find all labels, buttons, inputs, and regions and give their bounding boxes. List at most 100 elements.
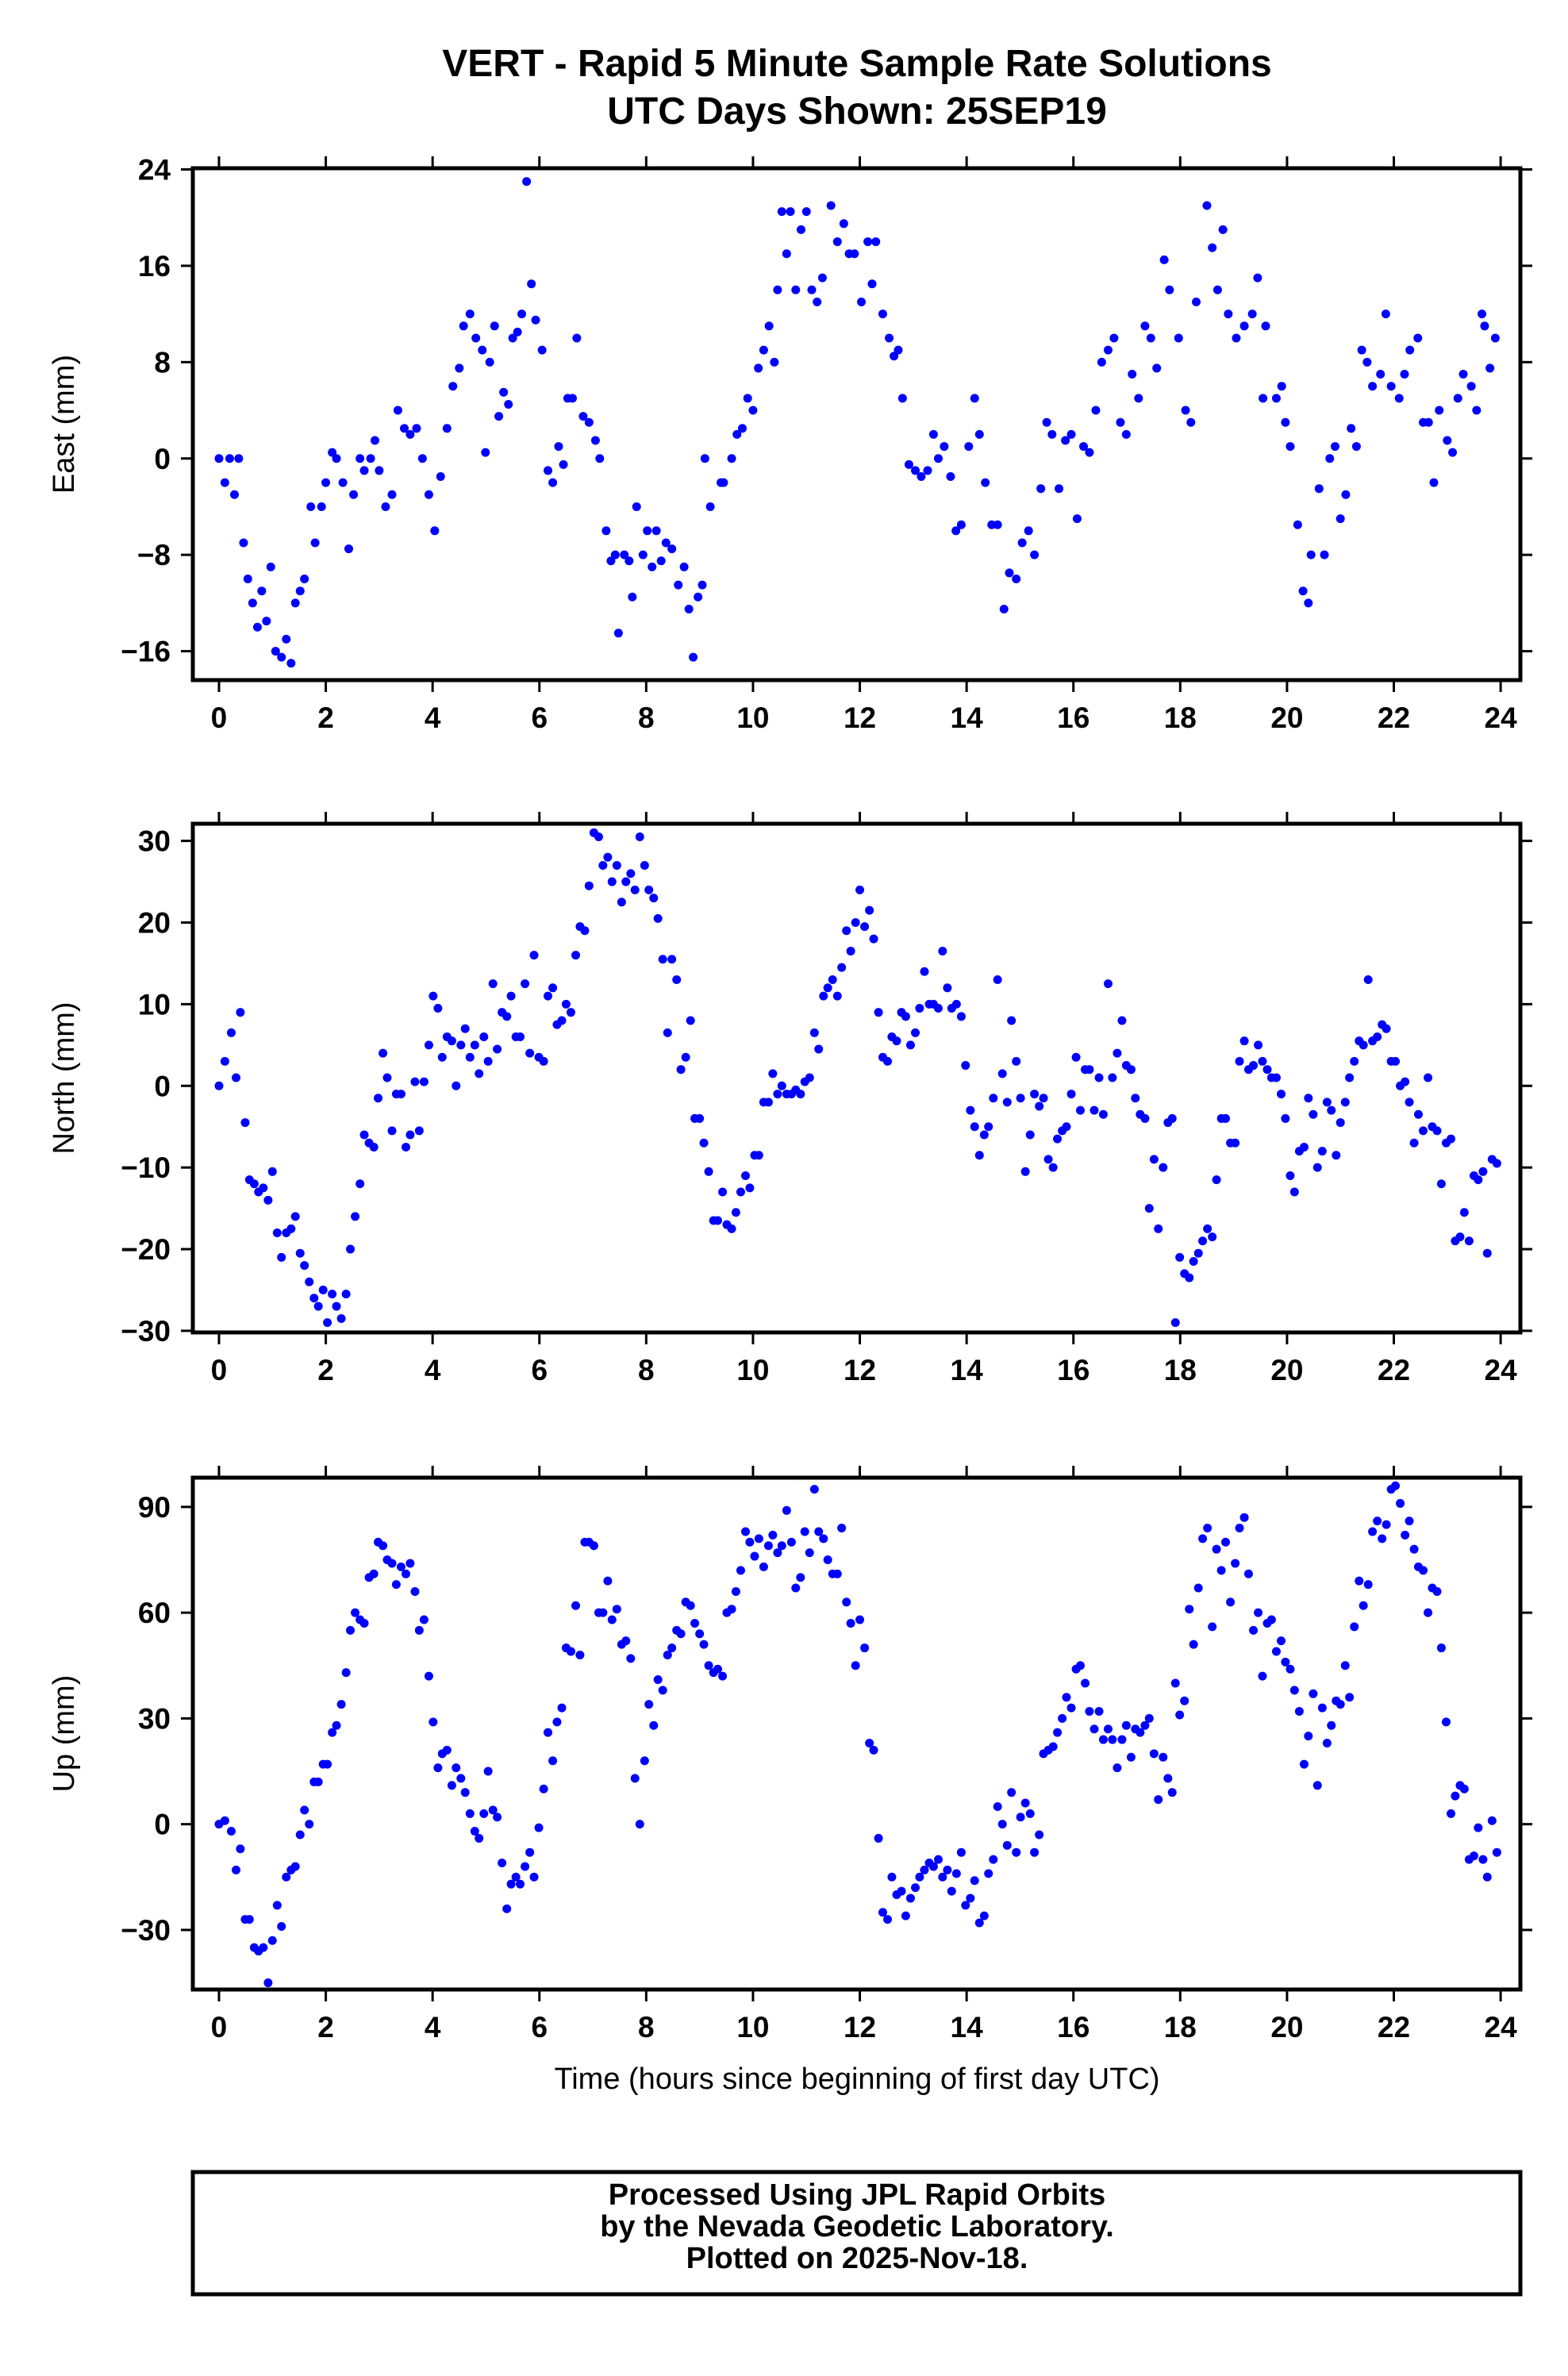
data-point: [1239, 1036, 1249, 1046]
data-point: [640, 1756, 649, 1766]
y-tick-label: −16: [121, 636, 171, 668]
data-point: [915, 1004, 924, 1013]
data-point: [727, 1605, 736, 1614]
data-point: [236, 1844, 245, 1854]
data-point: [1293, 520, 1302, 529]
data-point: [1185, 1273, 1194, 1282]
data-point: [226, 1827, 236, 1836]
y-tick-label: 30: [138, 1702, 171, 1735]
data-point: [410, 1077, 420, 1086]
data-point: [236, 1008, 245, 1017]
data-point: [424, 490, 433, 499]
data-point: [607, 1615, 617, 1624]
data-point: [419, 1615, 429, 1624]
data-point: [220, 1056, 229, 1066]
x-tick-label: 14: [951, 702, 984, 734]
data-point: [290, 1862, 300, 1871]
data-point: [1149, 1749, 1159, 1759]
data-point: [635, 832, 644, 841]
y-tick-label: 0: [154, 1809, 171, 1841]
data-point: [855, 1615, 865, 1624]
data-point: [832, 237, 842, 247]
data-point: [658, 955, 667, 964]
data-point: [741, 1527, 751, 1536]
y-axis-label: East (mm): [48, 355, 81, 494]
data-point: [1128, 370, 1137, 379]
data-point: [1327, 1720, 1336, 1730]
data-point: [522, 177, 532, 186]
data-point: [485, 357, 494, 367]
data-point: [1382, 1520, 1391, 1529]
data-point: [393, 406, 402, 415]
data-point: [1363, 1580, 1373, 1590]
data-point: [572, 333, 582, 343]
data-point: [974, 429, 984, 439]
data-point: [318, 1285, 328, 1294]
data-point: [272, 1901, 282, 1910]
data-point: [865, 1738, 874, 1747]
data-point: [1357, 345, 1366, 355]
data-point: [1189, 1256, 1198, 1266]
data-point: [554, 442, 563, 452]
data-point: [475, 1069, 484, 1078]
data-point: [527, 279, 536, 289]
data-point: [502, 1904, 512, 1913]
data-point: [267, 1936, 277, 1945]
data-point: [366, 454, 375, 463]
data-point: [819, 991, 828, 1001]
data-point: [800, 1527, 809, 1536]
data-point: [1447, 1809, 1456, 1818]
data-point: [911, 1883, 920, 1893]
data-point: [993, 975, 1002, 985]
data-point: [745, 1537, 755, 1547]
data-point: [797, 225, 806, 234]
data-point: [399, 424, 409, 433]
data-point: [1081, 1678, 1090, 1688]
data-point: [1108, 1073, 1117, 1082]
x-tick-label: 8: [638, 702, 655, 734]
data-point: [402, 1142, 411, 1151]
data-point: [871, 237, 881, 247]
data-point: [1396, 1498, 1405, 1508]
data-point: [220, 478, 229, 487]
data-point: [786, 1537, 796, 1547]
north-panel: 0 2 4 6 8 10 12 14 16 18 20 22 24−30−20−100102030Nor…: [48, 812, 1532, 1386]
data-point: [1035, 1101, 1044, 1111]
data-point: [736, 1566, 745, 1575]
x-tick-label: 16: [1057, 702, 1090, 734]
data-point: [754, 363, 763, 373]
data-point: [529, 1872, 539, 1882]
data-point: [1320, 550, 1329, 559]
data-point: [465, 1052, 475, 1062]
data-point: [1047, 429, 1057, 439]
data-point: [1218, 225, 1228, 234]
data-point: [1466, 382, 1476, 391]
data-point: [341, 1668, 351, 1678]
data-point: [1400, 370, 1409, 379]
x-tick-label: 6: [531, 1354, 548, 1386]
data-point: [763, 1098, 773, 1107]
data-point: [332, 454, 341, 463]
data-point: [1152, 363, 1162, 373]
y-tick-label: 90: [138, 1491, 171, 1524]
data-point: [1322, 1098, 1332, 1107]
data-point: [1474, 1175, 1483, 1185]
data-point: [1075, 1661, 1085, 1671]
data-point: [1212, 1544, 1221, 1554]
data-point: [1312, 1163, 1322, 1172]
data-point: [1482, 1248, 1492, 1258]
data-point: [220, 1816, 229, 1825]
data-point: [1239, 321, 1249, 331]
y-tick-label: −8: [137, 539, 171, 571]
data-point: [1090, 1105, 1099, 1115]
data-point: [1208, 1232, 1217, 1242]
data-point: [653, 1675, 663, 1685]
data-point: [1254, 1608, 1263, 1617]
data-point: [266, 562, 275, 571]
data-point: [1459, 1784, 1469, 1794]
data-point: [494, 412, 504, 421]
data-point: [817, 273, 827, 283]
data-point: [1075, 1105, 1085, 1115]
data-point: [1062, 1693, 1071, 1702]
x-tick-label: 10: [736, 702, 769, 734]
